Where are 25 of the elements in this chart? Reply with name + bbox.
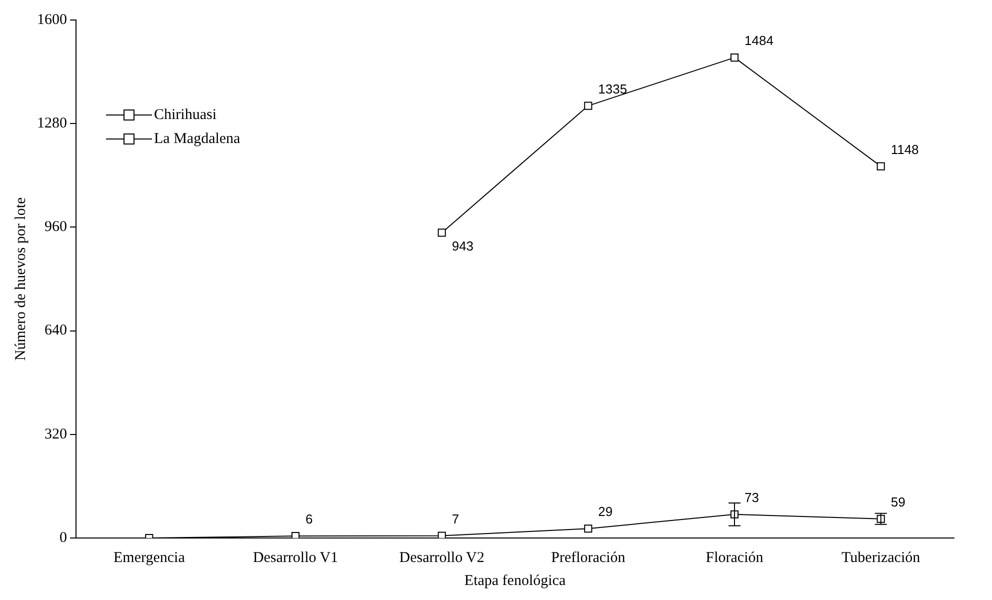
data-label: 1148 [890,142,919,157]
x-tick-label: Desarrollo V1 [252,550,338,566]
y-tick-label: 0 [60,530,67,546]
data-label: 7 [452,511,460,526]
data-label: 29 [598,504,613,520]
x-axis-title: Etapa fenológica [464,572,566,589]
data-label: 73 [744,490,759,505]
x-tick-label: Prefloración [551,550,626,566]
data-label: 6 [306,512,313,527]
x-tick-label: Emergencia [113,550,186,566]
data-label: 943 [452,238,474,254]
legend-label: La Magdalena [154,130,241,147]
y-tick-label: 320 [44,426,67,442]
y-tick-label: 1280 [37,116,67,132]
x-tick-label: Floración [706,550,764,566]
y-tick-label: 640 [44,322,67,339]
data-label: 1335 [598,81,628,96]
y-axis-title: Número de huevos por lote [12,197,29,361]
data-label: 59 [890,494,906,510]
y-tick-label: 1600 [37,12,67,28]
x-tick-label: Tuberización [842,550,921,566]
x-tick-label: Desarrollo V2 [399,550,484,566]
data-label: 1484 [744,33,774,48]
y-tick-label: 960 [44,219,67,236]
legend-label: Chirihuasi [154,106,216,123]
